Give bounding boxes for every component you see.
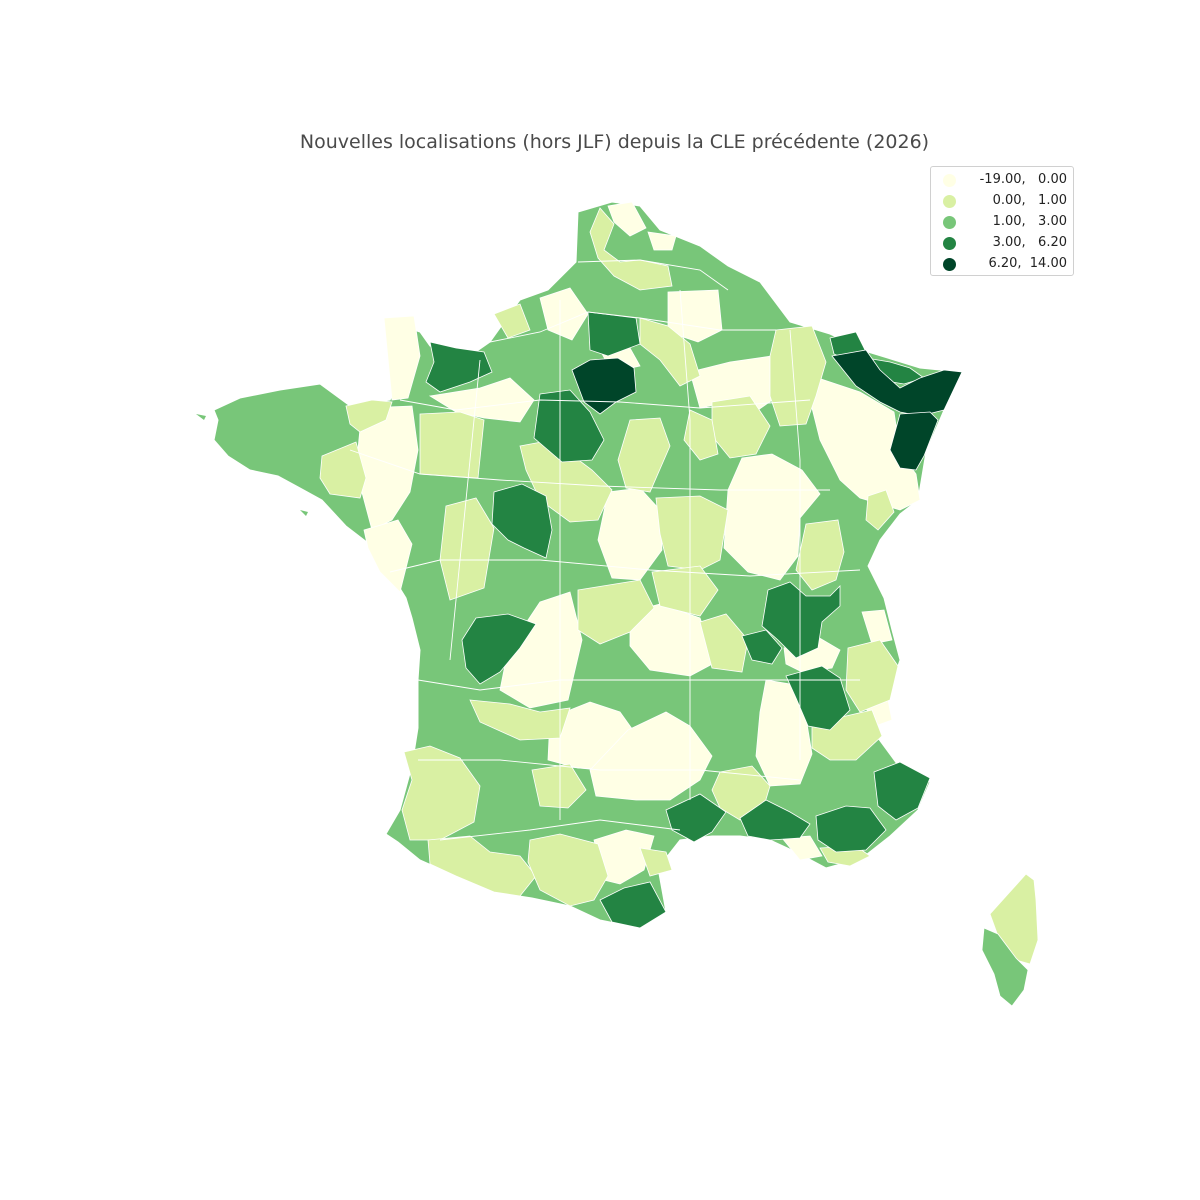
region-pas-de-calais: [589, 207, 673, 291]
region-corse-sud: [981, 927, 1029, 1007]
legend-item: 0.00, 1.00: [931, 191, 1073, 212]
legend-label: 6.20, 14.00: [988, 256, 1067, 271]
region-haute-savoie: [861, 609, 893, 645]
class-1-regions: [355, 201, 921, 885]
region-sarthe: [491, 483, 553, 559]
region-pyrenees-atlantiques: [427, 835, 537, 897]
legend-swatch: [943, 237, 956, 250]
region-aveyron: [589, 711, 713, 801]
map-title: Nouvelles localisations (hors JLF) depui…: [299, 131, 930, 153]
region-bas-rhin: [889, 411, 939, 471]
region-lorraine-south: [809, 377, 921, 511]
region-herault: [665, 793, 727, 843]
island-ouessant: [196, 414, 206, 420]
region-haute-garonne: [527, 833, 609, 907]
region-paris-ring: [571, 357, 637, 415]
region-allier: [651, 565, 719, 617]
region-calvados: [345, 399, 393, 433]
region-isere: [785, 665, 851, 731]
region-eure: [533, 389, 605, 463]
region-bas-rhin-north: [831, 349, 963, 417]
legend-item: 3.00, 6.20: [931, 233, 1073, 254]
legend-item: 6.20, 14.00: [931, 254, 1073, 275]
region-nievre: [655, 495, 729, 571]
legend-swatch: [943, 216, 956, 229]
region-val-d-oise: [639, 317, 701, 387]
region-corse-nord: [989, 873, 1039, 965]
region-yonne: [683, 409, 719, 461]
region-ain: [761, 581, 841, 659]
legend-swatch: [943, 174, 956, 187]
class-2-regions: [319, 207, 1039, 965]
region-savoie: [845, 639, 899, 713]
department-borders: [349, 259, 861, 841]
region-ille-et-vilaine: [319, 441, 367, 499]
region-var: [815, 805, 887, 853]
region-somme-west: [493, 303, 531, 339]
region-bouches-du-rhone: [739, 799, 811, 841]
legend-label: 0.00, 1.00: [992, 193, 1067, 208]
region-doubs: [865, 489, 895, 531]
region-correze: [469, 699, 571, 741]
region-alpes-maritimes: [873, 761, 931, 821]
map-legend: -19.00, 0.00 0.00, 1.00 1.00, 3.00 3.00, 6.…: [930, 166, 1074, 276]
legend-item: 1.00, 3.00: [931, 212, 1073, 233]
island-belle-ile: [300, 510, 308, 516]
legend-label: 1.00, 3.00: [992, 214, 1067, 229]
corsica: [981, 927, 1029, 1007]
coast-islands: [196, 414, 308, 516]
region-pyrenees-orientales: [599, 881, 667, 929]
region-mayenne: [419, 411, 485, 479]
class-5-regions: [571, 349, 963, 471]
region-meuse: [769, 325, 827, 427]
region-rhone: [741, 629, 783, 665]
legend-label: -19.00, 0.00: [979, 172, 1067, 187]
region-nord-east: [647, 231, 677, 251]
region-loire-atlantique: [363, 519, 413, 593]
region-manche: [383, 315, 421, 401]
region-landes: [401, 745, 481, 841]
region-loiret: [617, 417, 671, 493]
legend-swatch: [943, 258, 956, 271]
region-charente: [461, 613, 537, 685]
legend-swatch: [943, 195, 956, 208]
region-seine-maritime: [425, 341, 493, 393]
legend-label: 3.00, 6.20: [992, 235, 1067, 250]
region-loire: [699, 613, 749, 673]
legend-item: -19.00, 0.00: [931, 170, 1073, 191]
region-pas-de-calais-north: [607, 201, 647, 237]
region-vienne: [577, 579, 655, 645]
region-aude: [639, 847, 673, 877]
region-aisne: [667, 289, 723, 343]
region-lot-et-garonne: [531, 763, 587, 809]
region-cher: [597, 487, 663, 581]
